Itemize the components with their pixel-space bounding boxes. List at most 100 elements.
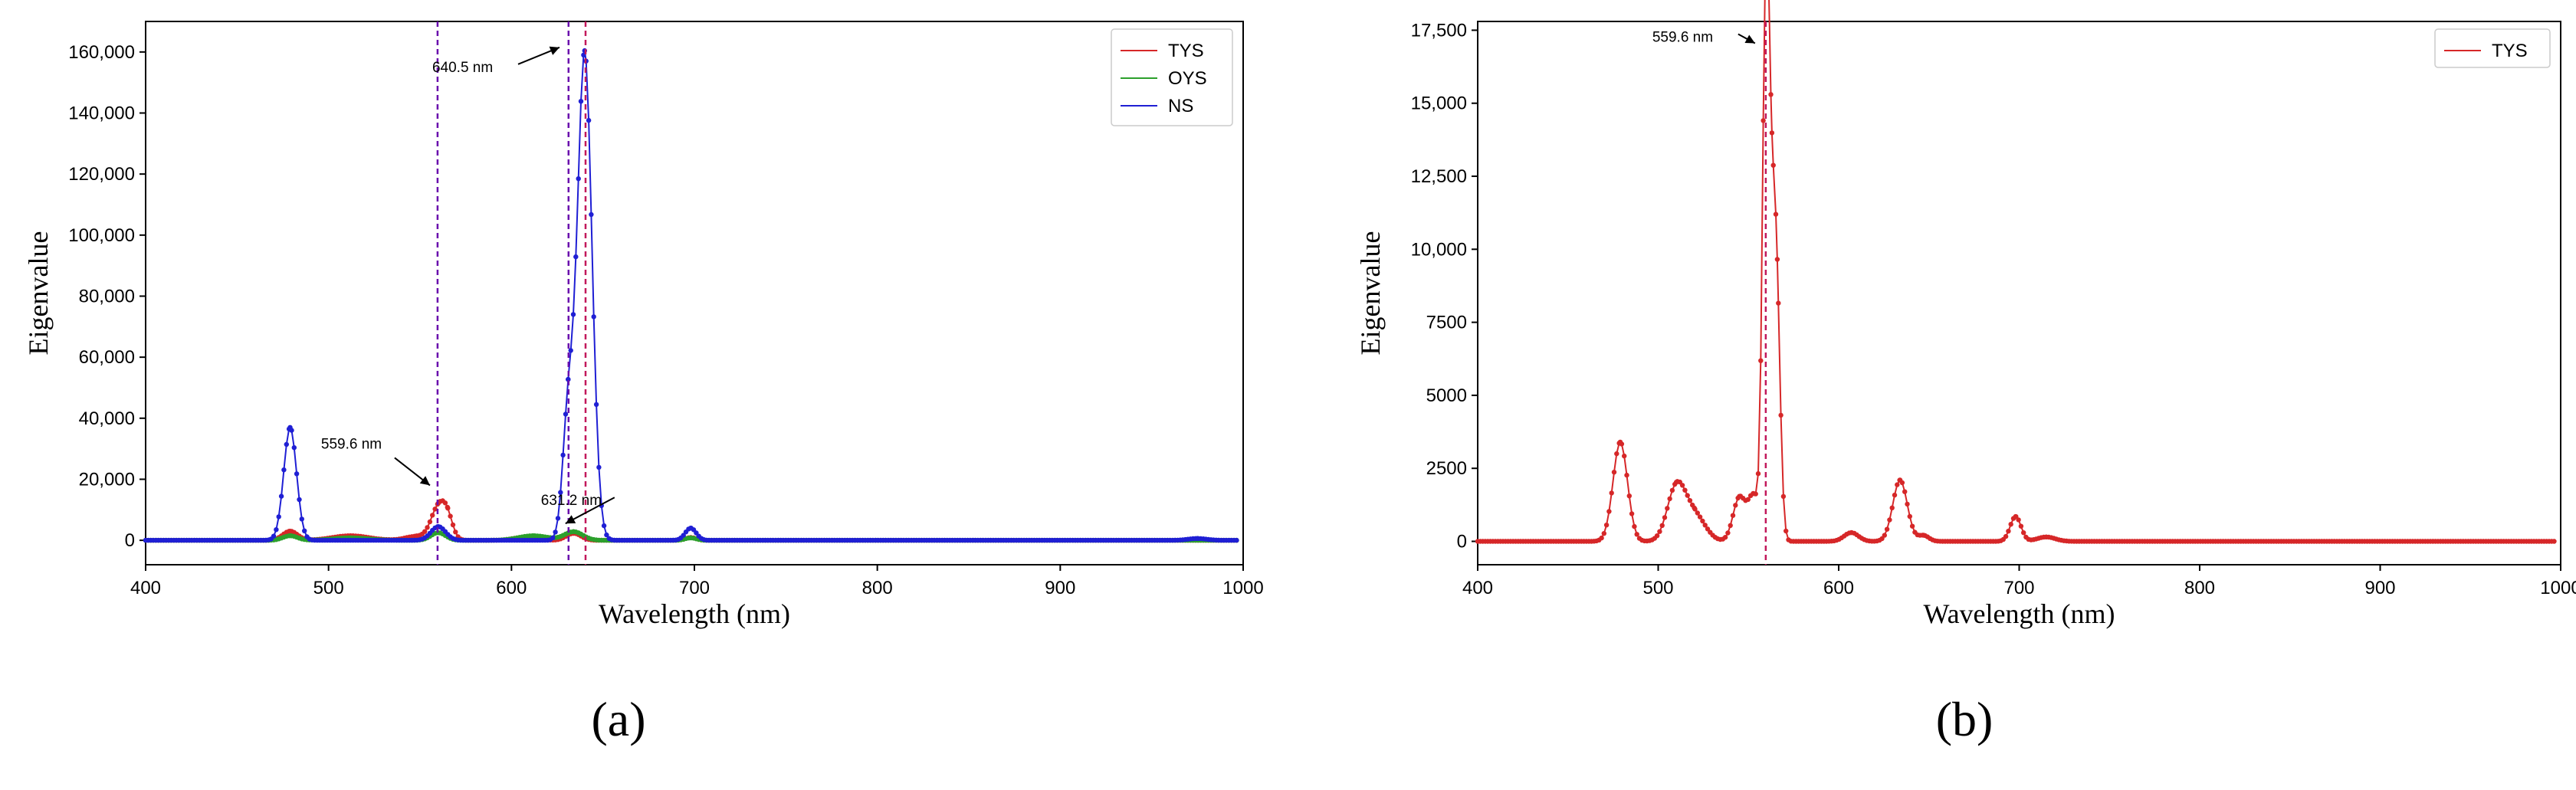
data-point: [1889, 505, 1895, 510]
data-point: [1730, 513, 1736, 518]
data-point: [601, 523, 607, 529]
data-point: [276, 514, 281, 520]
data-point: [450, 522, 456, 528]
chart-panel-a: 400 500 600 700 800 900 1000 0 20,000 40,000 60,00…: [23, 21, 1264, 746]
x-tick-label: 800: [2184, 578, 2215, 598]
data-point: [1695, 510, 1700, 516]
data-point: [422, 529, 428, 534]
data-point: [681, 533, 686, 538]
data-point: [1692, 506, 1698, 512]
x-tick-label: 400: [130, 578, 161, 598]
data-point: [2551, 539, 2557, 544]
data-point: [271, 533, 277, 539]
data-point: [1609, 490, 1614, 496]
data-point: [1761, 118, 1766, 123]
data-point: [1626, 493, 1632, 499]
data-point: [578, 99, 584, 104]
data-point: [1606, 509, 1612, 514]
data-point: [278, 493, 284, 499]
data-point: [1758, 358, 1764, 363]
y-tick-label: 12,500: [1411, 166, 1467, 187]
data-point: [1769, 130, 1775, 136]
annotation-arrowhead: [419, 476, 430, 486]
data-point: [297, 497, 302, 503]
peak-annotation: 640.5 nm: [432, 60, 493, 76]
data-point: [1679, 483, 1685, 488]
x-tick-label: 1000: [2540, 578, 2576, 598]
data-point: [560, 452, 566, 458]
data-point: [2008, 522, 2013, 527]
y-tick-label: 20,000: [79, 469, 135, 490]
legend-box: [2434, 28, 2551, 68]
y-tick-label: 40,000: [79, 408, 135, 429]
chart-panel-b: 400 500 600 700 800 900 1000 0 2500 5000 7500 10,00…: [1355, 0, 2576, 746]
peak-annotation: 559.6 nm: [1652, 29, 1713, 45]
data-point: [1611, 470, 1617, 475]
peak-annotation: 559.6 nm: [321, 436, 382, 452]
data-point: [1599, 535, 1604, 541]
data-point: [1895, 482, 1900, 487]
data-point: [1780, 493, 1787, 500]
data-point: [1614, 451, 1619, 457]
data-point: [1622, 453, 1627, 459]
data-point: [1601, 531, 1606, 536]
x-tick-label: 500: [1642, 578, 1673, 598]
legend-label-oys: OYS: [1168, 68, 1207, 89]
data-point: [573, 254, 579, 260]
series-markers-ns: [143, 48, 1239, 543]
data-point: [1755, 470, 1761, 477]
data-point: [1745, 497, 1751, 502]
data-point: [1667, 496, 1672, 502]
x-tick-label: 700: [679, 578, 710, 598]
legend-label-ns: NS: [1168, 96, 1193, 116]
y-tick-label: 2500: [1426, 458, 1467, 479]
data-point: [591, 314, 596, 320]
data-point: [289, 428, 294, 433]
data-point: [1603, 523, 1610, 528]
y-tick-label: 17,500: [1411, 20, 1467, 41]
y-tick-label: 120,000: [68, 164, 135, 185]
y-tick-label: 0: [125, 530, 135, 551]
data-point: [589, 211, 594, 218]
data-point: [604, 532, 609, 538]
data-point: [1665, 506, 1670, 511]
annotation-arrowhead: [1744, 34, 1755, 44]
y-tick-label: 80,000: [79, 286, 135, 306]
data-point: [1722, 535, 1728, 540]
peak-annotation: 631.2 nm: [541, 493, 602, 509]
data-point: [1629, 511, 1635, 516]
data-point: [425, 525, 430, 530]
data-point: [2018, 523, 2024, 529]
data-point: [1770, 162, 1776, 168]
data-point: [1634, 532, 1639, 537]
data-point: [1624, 472, 1629, 478]
data-point: [432, 506, 438, 512]
y-tick-label: 60,000: [79, 347, 135, 368]
data-point: [596, 464, 602, 470]
data-point: [1907, 513, 1912, 520]
data-point: [2006, 529, 2011, 534]
data-point: [570, 312, 576, 317]
data-point: [1774, 257, 1780, 262]
data-point: [563, 411, 569, 417]
data-point: [1899, 480, 1905, 486]
x-tick-label: 400: [1462, 578, 1493, 598]
data-point: [1632, 523, 1637, 529]
data-point: [1682, 487, 1688, 493]
data-point: [1784, 528, 1789, 534]
annotation-arrowhead: [549, 46, 560, 55]
data-point: [1725, 530, 1731, 536]
y-tick-label: 0: [1457, 532, 1467, 552]
data-point: [586, 117, 592, 123]
data-point: [1892, 492, 1898, 498]
data-point: [555, 516, 561, 521]
x-tick-label: 600: [496, 578, 527, 598]
data-point: [281, 467, 287, 473]
data-point: [1753, 491, 1758, 497]
legend-label-tys: TYS: [2492, 41, 2528, 61]
x-tick-label: 500: [313, 578, 344, 598]
data-point: [558, 490, 563, 495]
legend: TYS: [2434, 28, 2551, 68]
data-point: [1887, 517, 1892, 523]
